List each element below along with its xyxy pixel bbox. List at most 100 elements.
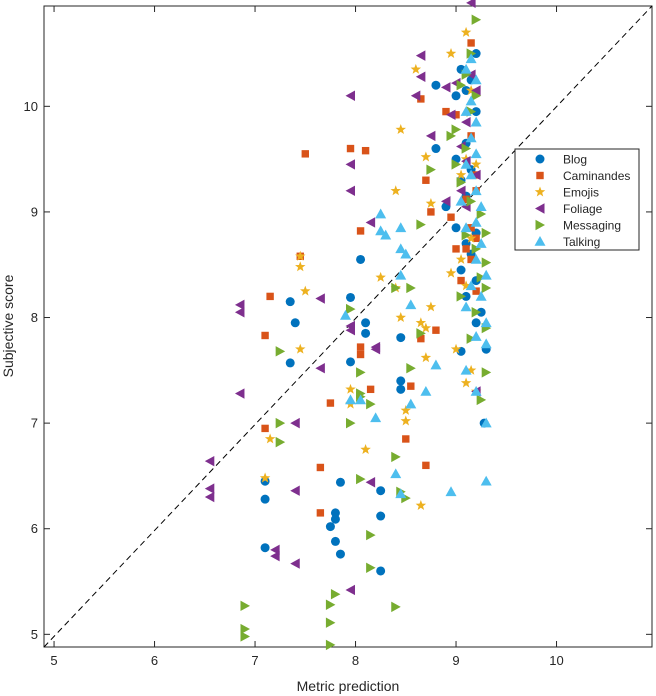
data-point-talking [470,253,482,264]
data-point-emojis [420,352,432,363]
data-point-talking [445,486,457,497]
legend-marker-emojis [534,186,546,197]
data-point-messaging [451,124,462,135]
data-point-emojis [465,364,477,375]
data-point-emojis [460,280,472,291]
data-point-caminandes [261,331,269,340]
data-point-messaging [346,417,356,429]
data-point-blog [451,91,461,101]
data-point-talking [460,301,472,312]
data-point-talking [470,116,482,127]
data-point-caminandes [457,276,465,285]
data-point-blog [330,508,340,518]
data-point-talking [380,229,392,240]
data-point-foliage [315,363,325,374]
data-point-messaging [476,394,487,406]
data-point-caminandes [356,227,365,235]
data-point-messaging [476,272,487,283]
data-point-blog [290,318,300,328]
data-point-talking [480,475,492,486]
y-tick-label: 8 [31,310,38,325]
data-point-caminandes [316,463,325,472]
data-point-emojis [295,261,306,272]
data-point-caminandes [447,213,455,221]
data-point-messaging [426,164,436,175]
data-point-messaging [481,257,492,268]
data-point-blog [361,318,371,328]
data-point-blog [476,307,486,317]
legend-label: Caminandes [563,169,630,183]
data-point-foliage [290,417,300,429]
x-axis-label: Metric prediction [297,678,400,694]
data-point-foliage [415,50,426,61]
data-point-foliage [204,483,215,494]
legend-label: Messaging [563,218,621,232]
data-point-talking [480,417,492,428]
data-point-blog [396,333,406,343]
data-point-emojis [410,63,422,74]
data-point-foliage [425,130,436,142]
data-point-blog [461,85,471,95]
data-point-caminandes [361,146,370,155]
data-point-messaging [446,130,457,142]
legend-item-emojis: Emojis [534,185,599,199]
data-point-talking [480,338,492,349]
data-point-blog [335,477,345,487]
data-point-talking [480,269,492,280]
data-point-blog [376,486,386,496]
data-point-foliage [365,477,376,488]
data-point-emojis [465,84,477,95]
data-point-talking [475,201,487,211]
data-point-foliage [234,388,245,399]
data-point-caminandes [472,287,480,295]
data-point-foliage [410,90,421,101]
data-point-emojis [390,185,401,196]
data-point-emojis [445,48,457,58]
y-tick-label: 6 [31,521,38,536]
data-point-emojis [400,415,412,426]
data-point-foliage [345,185,356,197]
legend: Blog Caminandes Emojis Foliage Messaging Talk… [514,148,640,251]
data-point-emojis [395,124,406,134]
data-point-caminandes [467,39,475,47]
data-point-talking [465,95,477,106]
x-tick-label: 8 [352,653,359,668]
x-tick-label: 9 [452,653,459,668]
data-point-blog [471,49,481,59]
data-point-talking [475,290,487,301]
data-point-foliage [440,82,451,93]
legend-item-messaging: Messaging [535,218,621,232]
y-tick-label: 5 [31,627,38,642]
legend-item-caminandes: Caminandes [536,169,630,183]
data-point-messaging [366,562,376,573]
legend-item-blog: Blog [535,152,587,166]
data-point-caminandes [467,224,475,232]
data-point-caminandes [326,399,335,407]
legend-marker-blog [535,154,545,164]
legend-box [514,148,640,251]
data-point-talking [460,106,472,116]
data-point-emojis [345,383,356,394]
data-point-caminandes [266,292,274,301]
data-point-messaging [466,48,477,59]
legend-items: Blog Caminandes Emojis Foliage Messaging Talk… [534,152,630,249]
data-point-messaging [325,639,336,651]
data-point-foliage [440,196,451,207]
series-talking [339,53,492,499]
data-point-messaging [366,398,376,410]
data-point-talking [455,195,467,206]
data-point-messaging [240,631,250,642]
data-point-talking [480,317,492,328]
data-point-messaging [456,80,467,91]
data-point-messaging [456,177,467,188]
data-point-foliage [471,85,481,96]
data-point-foliage [345,90,356,101]
y-ticks: 5 6 7 8 9 10 [24,99,652,642]
data-point-emojis [460,377,472,388]
data-point-messaging [481,227,492,239]
data-point-blog [396,376,406,386]
data-point-talking [395,222,407,233]
data-point-talking [395,269,407,280]
data-point-foliage [270,550,280,562]
data-point-blog [451,223,461,233]
